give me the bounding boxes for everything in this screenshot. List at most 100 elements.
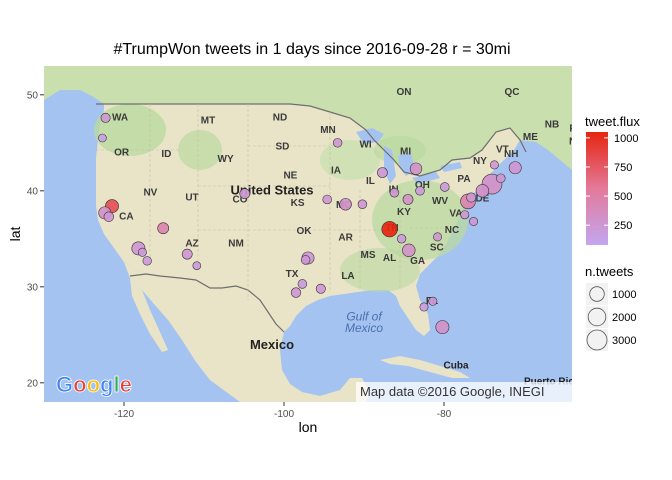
state-label-nd: ND — [273, 113, 287, 124]
tweet-point — [297, 279, 308, 289]
tweet-point — [433, 232, 443, 242]
legend-tweet-flux: tweet.flux 250 500 750 1000 — [585, 114, 640, 245]
state-label-mn: MN — [320, 125, 336, 136]
google-logo-letter: g — [100, 372, 113, 397]
forest-east — [372, 180, 468, 260]
state-label-pe: PE — [569, 123, 583, 134]
google-logo-letter: G — [56, 372, 73, 397]
state-label-ca: CA — [119, 212, 133, 223]
state-label-ok: OK — [297, 226, 313, 237]
x-tick-label: -80 — [437, 409, 452, 420]
state-label-il: IL — [366, 176, 375, 187]
tweet-point — [339, 198, 352, 211]
tweet-point — [300, 255, 311, 265]
state-label-ky: KY — [397, 207, 411, 218]
map-panel[interactable] — [44, 66, 572, 402]
tweet-point — [419, 302, 429, 312]
tweet-point — [496, 173, 506, 184]
tweet-point — [290, 287, 302, 298]
tweet-point — [415, 186, 425, 196]
state-label-ar: AR — [338, 233, 353, 244]
us-canada-border — [96, 103, 527, 177]
state-label-ns: NS — [569, 137, 583, 148]
tweet-point — [157, 222, 170, 235]
state-label-ms: MS — [361, 250, 376, 261]
state-label-ut: UT — [185, 192, 198, 203]
size-key-label: 3000 — [612, 335, 636, 347]
state-label-wa: WA — [112, 113, 128, 124]
state-label-sc: SC — [430, 242, 444, 253]
tweet-point — [239, 188, 251, 200]
map-attribution[interactable]: Map data ©2016 Google, INEGI — [360, 384, 544, 399]
tweet-point — [460, 210, 470, 220]
state-label-id: ID — [161, 149, 171, 160]
x-tick-label: -100 — [274, 409, 294, 420]
state-label-nm: NM — [228, 238, 244, 249]
state-label-tx: TX — [286, 269, 299, 280]
chart-title: #TrumpWon tweets in 1 days since 2016-09… — [113, 41, 510, 58]
gulf-line1-label: Gulf of — [346, 309, 383, 323]
state-label-oh: OH — [415, 180, 430, 191]
google-logo-letter: e — [120, 372, 132, 397]
great-lakes — [356, 128, 462, 184]
y-tick-label: 20 — [27, 378, 39, 389]
tweet-point — [396, 234, 407, 244]
state-label-on: ON — [397, 87, 412, 98]
y-tick-label: 40 — [27, 186, 39, 197]
x-tick-label: -120 — [114, 409, 134, 420]
state-label-wy: WY — [218, 154, 234, 165]
tweet-point — [466, 192, 477, 203]
us-mexico-border — [129, 273, 285, 333]
forest-rockies — [178, 130, 222, 170]
state-label-wv: WV — [432, 196, 448, 207]
tweet-point — [332, 138, 343, 148]
tweet-point — [469, 217, 479, 226]
tweet-point — [508, 161, 522, 175]
google-logo-letter: l — [113, 372, 119, 397]
y-axis-title: lat — [7, 227, 23, 242]
cuba-landmass — [380, 356, 470, 378]
size-key-label: 2000 — [612, 312, 636, 324]
state-label-qc: QC — [505, 87, 520, 98]
state-label-me: ME — [523, 132, 538, 143]
attribution-background — [356, 382, 572, 402]
state-label-sd: SD — [275, 142, 289, 153]
tweet-point — [489, 160, 499, 170]
state-label-al: AL — [383, 253, 396, 264]
country-us-label: United States — [230, 183, 313, 198]
x-axis-title: lon — [299, 419, 318, 435]
flux-colorbar — [586, 132, 608, 245]
legend-flux-title: tweet.flux — [585, 114, 640, 129]
tweet-point — [357, 199, 368, 209]
state-label-ks: KS — [291, 198, 305, 209]
tweet-point — [377, 167, 388, 178]
y-axis: 20 30 40 50 — [27, 90, 44, 389]
state-label-az: AZ — [185, 238, 198, 249]
mexico-landmass — [124, 262, 370, 402]
state-label-wi: WI — [359, 140, 371, 151]
state-label-ia: IA — [331, 166, 341, 177]
tweet-point — [440, 182, 450, 192]
forest-midwest — [320, 140, 380, 180]
state-label-pa: PA — [457, 174, 470, 185]
tweet-point — [381, 221, 398, 238]
tweet-point — [402, 243, 416, 257]
tweet-point — [137, 247, 147, 257]
tweet-point — [475, 184, 490, 198]
state-label-nc: NC — [445, 225, 459, 236]
state-label-co: CO — [233, 194, 248, 205]
state-label-ny: NY — [473, 156, 487, 167]
state-label-nh: NH — [504, 149, 518, 160]
state-label-or: OR — [114, 147, 130, 158]
tweet-point — [322, 194, 332, 205]
state-label-la: LA — [341, 271, 354, 282]
state-label-ne: NE — [283, 170, 297, 181]
google-logo[interactable]: Google — [56, 372, 133, 398]
state-label-ga: GA — [410, 256, 425, 267]
state-label-mt: MT — [201, 116, 215, 127]
cuba-label: Cuba — [444, 360, 469, 371]
state-label-va: VA — [449, 209, 462, 220]
tweet-point — [315, 283, 326, 294]
tweet-point — [389, 187, 400, 198]
